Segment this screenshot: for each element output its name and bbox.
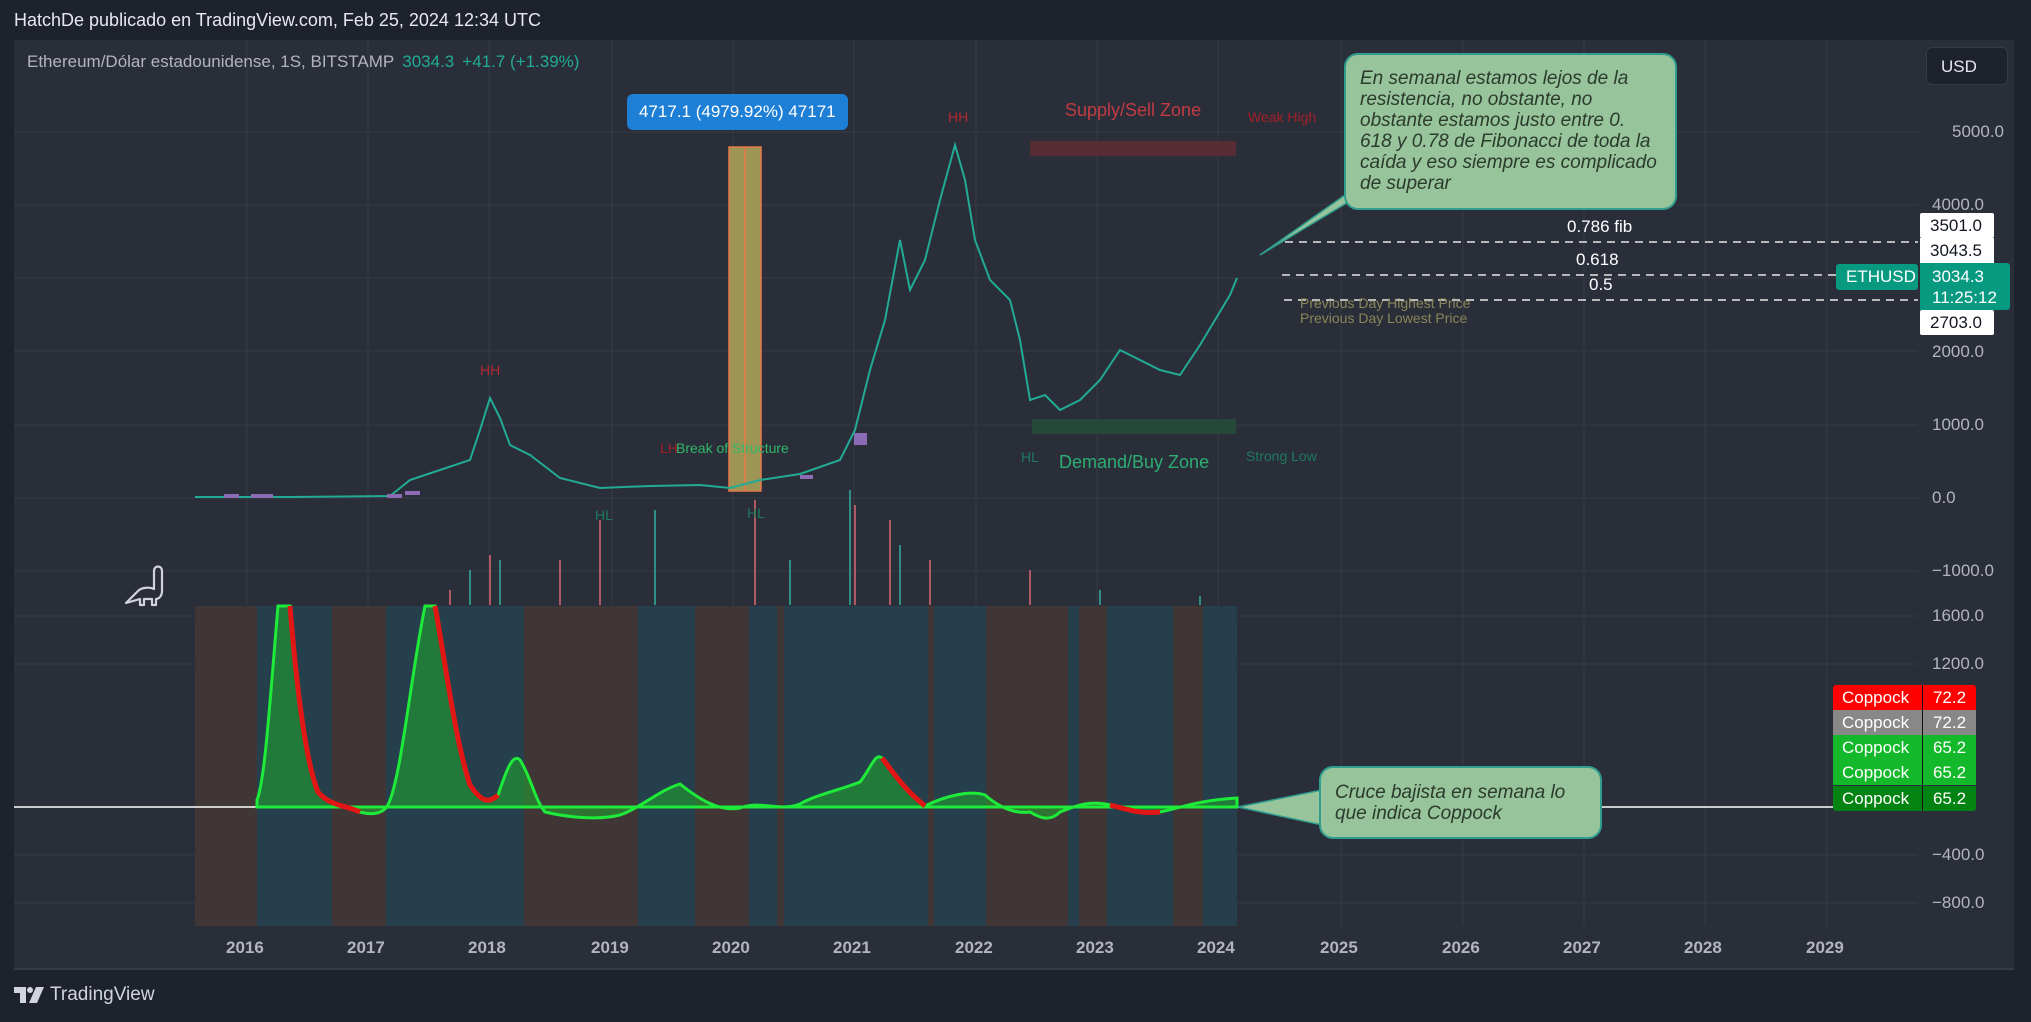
symbol-name: Ethereum/Dólar estadounidense, 1S, BITST… (27, 52, 395, 71)
symbol-label-tag: ETHUSD (1836, 264, 1918, 290)
coppock-callout[interactable]: Cruce bajista en semana lo que indica Co… (1319, 766, 1602, 839)
fib-5-price-tag: 2703.0 (1920, 310, 1994, 335)
coppock-curve (255, 604, 1239, 820)
fib-5-label: 0.5 (1589, 275, 1613, 294)
time-tick: 2018 (468, 938, 506, 957)
supply-zone-label: Supply/Sell Zone (1065, 100, 1202, 120)
lh-label: LH (660, 440, 678, 456)
fib-786-label: 0.786 fib (1567, 217, 1633, 236)
current-price: 3034.3 (1932, 267, 1984, 286)
prev-day-low-label: Previous Day Lowest Price (1300, 310, 1468, 326)
time-tick: 2022 (955, 938, 993, 957)
coppock-background-bands (195, 606, 1237, 926)
price-tick: −1000.0 (1932, 561, 1994, 580)
hh-label: HH (480, 362, 501, 378)
weekly-fib-callout[interactable]: En semanal estamos lejos de la resistenc… (1344, 53, 1677, 210)
price-tick: 5000.0 (1952, 122, 2004, 141)
coppock-row: Coppock 65.2 (1833, 735, 1976, 760)
symbol-change: +41.7 (+1.39%) (462, 52, 580, 71)
bar-countdown: 11:25:12 (1932, 288, 1997, 307)
hl-label: HL (747, 505, 765, 521)
time-tick: 2026 (1442, 938, 1480, 957)
tradingview-brand[interactable]: TradingView (14, 984, 155, 1006)
price-tick: 0.0 (1932, 488, 1956, 507)
dinosaur-icon (124, 565, 164, 607)
tradingview-logo-icon (14, 987, 44, 1003)
time-tick: 2029 (1806, 938, 1844, 957)
brand-name: TradingView (50, 984, 155, 1005)
currency-button[interactable]: USD (1926, 47, 2008, 85)
hl-label: HL (1021, 449, 1039, 465)
osc-tick: 1600.0 (1932, 606, 1984, 625)
demand-zone-box (1032, 419, 1236, 434)
coppock-row: Coppock 65.2 (1833, 786, 1976, 811)
time-tick: 2023 (1076, 938, 1114, 957)
bos-label: Break of Structure (676, 440, 789, 456)
coppock-row: Coppock 65.2 (1833, 760, 1976, 785)
time-tick: 2027 (1563, 938, 1601, 957)
osc-tick: −400.0 (1932, 845, 1985, 864)
osc-tick: 1200.0 (1932, 654, 1984, 673)
demand-zone-label: Demand/Buy Zone (1059, 452, 1210, 472)
price-tick: 2000.0 (1932, 342, 1984, 361)
coppock-row: Coppock 72.2 (1833, 685, 1976, 710)
strong-low-label: Strong Low (1246, 448, 1317, 464)
time-tick: 2021 (833, 938, 871, 957)
price-tick: 4000.0 (1932, 195, 1984, 214)
symbol-header[interactable]: Ethereum/Dólar estadounidense, 1S, BITST… (27, 52, 579, 72)
price-tick: 1000.0 (1932, 415, 1984, 434)
time-tick: 2028 (1684, 938, 1722, 957)
publish-info: HatchDe publicado en TradingView.com, Fe… (14, 10, 541, 30)
prev-day-high-label: Previous Day Highest Price (1300, 295, 1471, 311)
symbol-price: 3034.3 (402, 52, 455, 71)
fib-lines (1282, 241, 1918, 301)
osc-tick: −800.0 (1932, 893, 1985, 912)
fib-618-price-tag: 3043.5 (1920, 238, 1994, 263)
hh-label: HH (948, 109, 969, 125)
time-tick: 2016 (226, 938, 264, 957)
time-tick: 2019 (591, 938, 629, 957)
time-tick: 2025 (1320, 938, 1358, 957)
time-tick: 2017 (347, 938, 385, 957)
fib-786-price-tag: 3501.0 (1920, 213, 1994, 238)
price-path (195, 141, 1238, 498)
volume-bars (449, 490, 1201, 605)
current-price-tag: 3034.3 11:25:12 (1920, 263, 2010, 310)
time-tick: 2024 (1197, 938, 1235, 957)
coppock-row: Coppock 72.2 (1833, 710, 1976, 735)
weak-high-label: Weak High (1248, 109, 1317, 125)
measure-label[interactable]: 4717.1 (4979.92%) 47171 (627, 94, 848, 130)
hl-label: HL (595, 507, 613, 523)
supply-zone-box (1030, 141, 1236, 156)
time-tick: 2020 (712, 938, 750, 957)
fib-618-label: 0.618 (1576, 250, 1619, 269)
